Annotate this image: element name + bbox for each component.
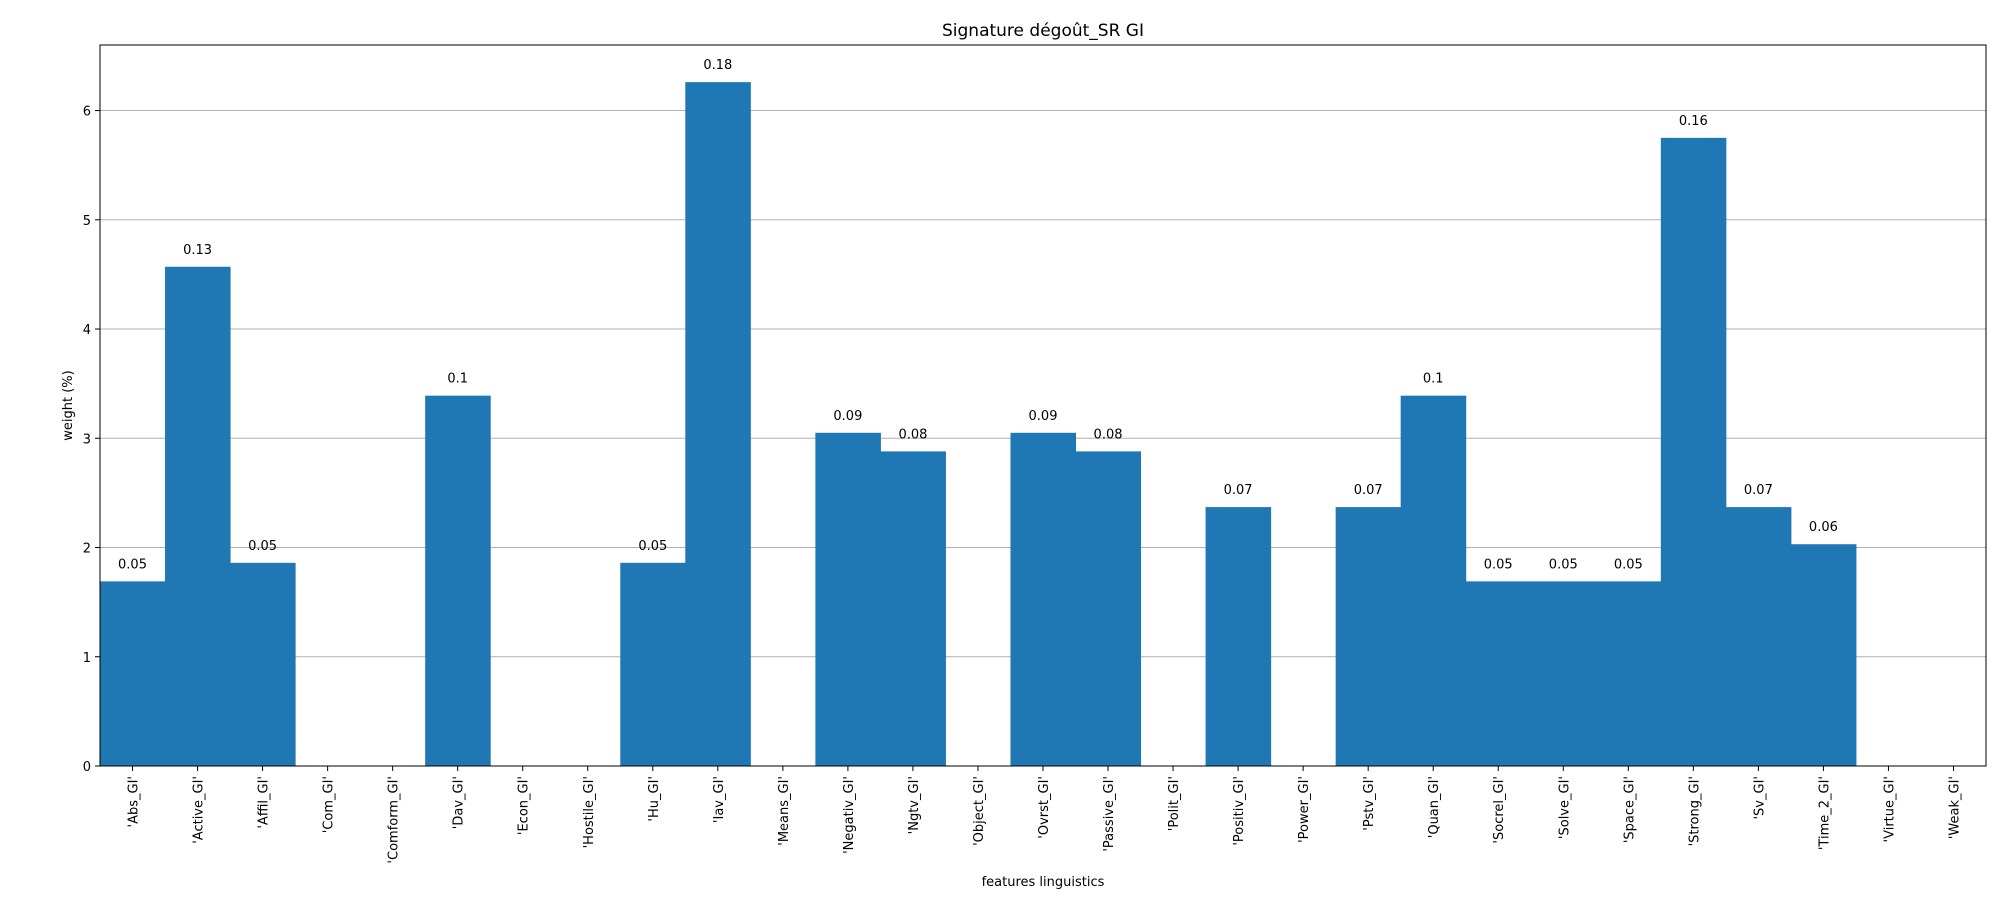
x-tick-label: 'Pstv_GI' (1362, 776, 1377, 831)
data-label: 0.09 (1029, 409, 1058, 424)
x-tick-label: 'Means_GI' (777, 776, 792, 846)
bar (685, 82, 751, 766)
data-label: 0.13 (183, 243, 212, 258)
x-tick-label: 'Positiv_GI' (1232, 776, 1247, 846)
x-tick-label: 'Sv_GI' (1752, 776, 1767, 820)
plot-frame (99, 44, 1987, 767)
bar (1595, 581, 1662, 766)
x-tick-label: 'Virtue_GI' (1882, 776, 1897, 842)
x-tick-label: 'Strong_GI' (1687, 776, 1702, 846)
x-tick-label: 'Hostile_GI' (582, 776, 597, 848)
bar (230, 562, 296, 766)
data-label: 0.09 (833, 409, 862, 424)
data-label: 0.06 (1809, 520, 1838, 535)
bar (425, 395, 491, 766)
x-tick-label: 'Polit_GI' (1167, 776, 1182, 831)
bar (1660, 137, 1727, 766)
x-tick-label: 'Power_GI' (1297, 776, 1312, 843)
bar (1530, 581, 1597, 766)
y-tick-label: 3 (83, 432, 91, 447)
bar (1725, 507, 1792, 766)
x-tick-label: 'Hu_GI' (647, 776, 662, 822)
y-tick-label: 0 (83, 760, 91, 775)
data-label: 0.07 (1744, 483, 1773, 498)
data-label: 0.08 (898, 427, 927, 442)
x-tick-label: 'Com_GI' (322, 776, 337, 833)
bar (1335, 507, 1402, 766)
x-tick-label: 'Quan_GI' (1427, 776, 1442, 838)
x-tick-label: 'Affil_GI' (257, 776, 272, 829)
x-tick-label: 'Dav_GI' (452, 776, 467, 829)
y-tick-label: 1 (83, 651, 91, 666)
x-tick-label: 'Socrel_GI' (1492, 776, 1507, 844)
bar (1075, 451, 1142, 766)
data-label: 0.16 (1679, 114, 1708, 129)
x-tick-label: 'Passive_GI' (1102, 776, 1117, 852)
bar (815, 432, 881, 766)
x-tick-label: 'Time_2_GI' (1817, 776, 1832, 850)
chart-title: Signature dégoût_SR GI (942, 21, 1144, 41)
data-label: 0.05 (1549, 557, 1578, 572)
x-tick-label: 'Iav_GI' (712, 776, 727, 823)
x-tick-label: 'Abs_GI' (127, 776, 142, 827)
data-label: 0.05 (118, 557, 147, 572)
data-label: 0.1 (1423, 372, 1444, 387)
bar (620, 562, 686, 766)
bar (1465, 581, 1532, 766)
data-label: 0.05 (248, 539, 277, 554)
bar (880, 451, 946, 766)
data-label: 0.08 (1094, 427, 1123, 442)
x-tick-label: 'Space_GI' (1622, 776, 1637, 843)
bar (1205, 507, 1272, 766)
data-label: 0.07 (1354, 483, 1383, 498)
bar (1790, 544, 1857, 766)
y-tick-label: 5 (83, 214, 91, 229)
data-label: 0.05 (638, 539, 667, 554)
x-tick-label: 'Negativ_GI' (842, 776, 857, 854)
bars (100, 82, 1857, 766)
bar (100, 581, 166, 766)
y-axis-label: weight (%) (61, 370, 76, 440)
data-label: 0.05 (1614, 557, 1643, 572)
x-axis-label: features linguistics (982, 875, 1105, 890)
x-tick-label: 'Solve_GI' (1557, 776, 1572, 839)
x-tick-label: 'Weak_GI' (1947, 776, 1962, 839)
x-tick-label: 'Ovrst_GI' (1037, 776, 1052, 839)
x-axis-ticks: 'Abs_GI' 'Active_GI' 'Affil_GI' 'Com_GI' 'Co… (127, 766, 1962, 864)
y-axis-ticks: 0 1 2 3 4 5 6 (83, 105, 100, 775)
data-label: 0.18 (703, 58, 732, 73)
y-tick-label: 4 (83, 323, 91, 338)
y-tick-label: 2 (83, 542, 91, 557)
x-tick-label: 'Econ_GI' (517, 776, 532, 835)
data-label: 0.1 (447, 372, 468, 387)
x-tick-label: 'Active_GI' (192, 776, 207, 844)
bar (1400, 395, 1467, 766)
x-tick-label: 'Ngtv_GI' (907, 776, 922, 834)
x-tick-label: 'Comform_GI' (387, 776, 402, 864)
x-tick-label: 'Object_GI' (972, 776, 987, 846)
data-label: 0.05 (1484, 557, 1513, 572)
bar (1010, 432, 1077, 766)
data-label: 0.07 (1224, 483, 1253, 498)
bar (165, 266, 231, 766)
data-labels: 0.05 0.13 0.05 0.1 0.05 0.18 0.09 0.08 0.09 0.08 0… (118, 58, 1838, 572)
y-tick-label: 6 (83, 105, 91, 120)
